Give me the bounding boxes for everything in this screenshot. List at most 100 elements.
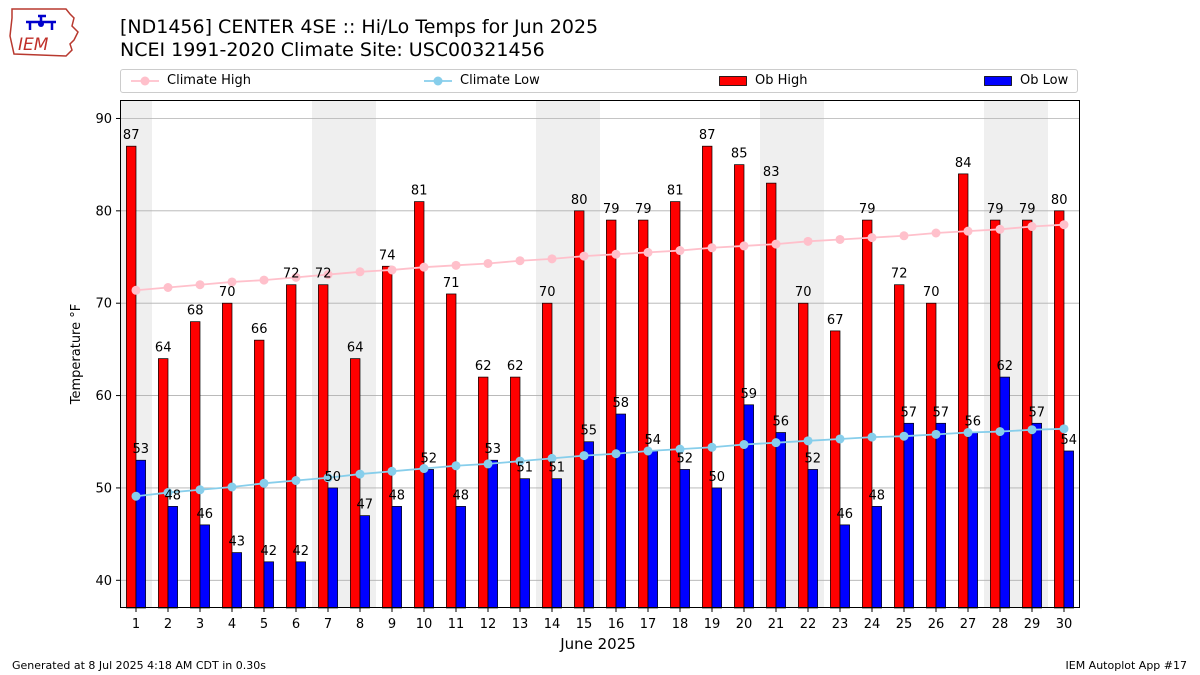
legend-label: Climate Low xyxy=(460,73,540,88)
ob-high-value-label: 80 xyxy=(1051,193,1068,208)
x-tick-label: 9 xyxy=(388,617,396,632)
climate-low-point-day-23 xyxy=(835,434,845,444)
x-tick-label: 7 xyxy=(324,617,332,632)
ob-low-bar-day-14 xyxy=(551,478,562,609)
ob-high-value-label: 72 xyxy=(315,267,332,282)
x-tick-label: 3 xyxy=(196,617,204,632)
ob-high-value-label: 87 xyxy=(699,128,716,143)
ob-low-bar-day-15 xyxy=(583,441,594,609)
climate-high-line xyxy=(135,223,1065,292)
x-axis-label: June 2025 xyxy=(559,635,636,653)
ob-low-bar-day-13 xyxy=(519,478,530,609)
climate-high-point-day-8 xyxy=(355,267,365,277)
legend-item-ob-high: Ob High xyxy=(719,73,808,88)
app-credit: IEM Autoplot App #17 xyxy=(1065,659,1188,672)
climate-low-point-day-3 xyxy=(195,485,205,495)
ob-high-value-label: 85 xyxy=(731,147,748,162)
ob-high-value-label: 62 xyxy=(475,359,492,374)
ob-low-bar-day-7 xyxy=(327,487,338,609)
ob-high-value-label: 71 xyxy=(443,276,460,291)
y-tick-label: 80 xyxy=(95,204,112,219)
iem-logo: IEM xyxy=(9,8,79,57)
ob-high-value-label: 67 xyxy=(827,313,844,328)
climate-high-point-day-22 xyxy=(803,236,813,246)
ob-high-value-label: 70 xyxy=(539,285,556,300)
climate-low-point-day-26 xyxy=(931,429,941,439)
climate-high-point-day-6 xyxy=(291,272,301,282)
ob-high-bar-day-27 xyxy=(958,173,969,609)
ob-low-value-label: 57 xyxy=(1029,405,1046,420)
x-tick-label: 30 xyxy=(1056,617,1073,632)
ob-high-bar-day-11 xyxy=(446,293,457,609)
climate-low-point-day-12 xyxy=(483,459,493,469)
ob-low-value-label: 42 xyxy=(261,544,278,559)
ob-low-value-label: 53 xyxy=(133,442,150,457)
data-labels: 87 53 64 48 68 46 70 43 66 42 72 42 72 50 64 47 74 48 81 52… xyxy=(123,128,1077,559)
ob-low-bar-day-23 xyxy=(839,524,850,609)
climate-high-point-day-29 xyxy=(1027,222,1037,232)
climate-low-point-day-17 xyxy=(643,446,653,456)
x-tick-label: 15 xyxy=(576,617,593,632)
ob-low-value-label: 48 xyxy=(869,488,886,503)
ob-high-bar-day-6 xyxy=(286,284,297,609)
ob-low-value-label: 42 xyxy=(293,544,310,559)
climate-high-point-day-20 xyxy=(739,241,749,251)
legend: Climate High Climate Low Ob High Ob Low xyxy=(120,69,1078,93)
ob-high-bar-day-9 xyxy=(382,265,393,609)
climate-low-point-day-1 xyxy=(131,491,141,501)
climate-low-point-day-15 xyxy=(579,451,589,461)
climate-low-point-day-27 xyxy=(963,428,973,438)
ob-high-bar-day-17 xyxy=(638,219,649,609)
ob-high-value-label: 79 xyxy=(603,202,620,217)
climate-high-point-day-27 xyxy=(963,226,973,236)
climate-lines xyxy=(131,220,1069,501)
ob-low-value-label: 57 xyxy=(933,405,950,420)
x-tick-label: 27 xyxy=(960,617,977,632)
ob-high-bar-day-15 xyxy=(574,210,585,609)
climate-low-point-day-9 xyxy=(387,466,397,476)
climate-low-point-day-14 xyxy=(547,453,557,463)
generated-timestamp: Generated at 8 Jul 2025 4:18 AM CDT in 0… xyxy=(12,659,266,672)
ob-low-bar-day-6 xyxy=(295,561,306,609)
ob-low-value-label: 56 xyxy=(773,415,790,430)
ob-low-bar-day-11 xyxy=(455,506,466,609)
climate-low-point-day-6 xyxy=(291,476,301,486)
climate-high-point-day-2 xyxy=(163,282,173,292)
climate-low-point-day-28 xyxy=(995,427,1005,437)
y-tick-label: 60 xyxy=(95,389,112,404)
x-tick-label: 17 xyxy=(640,617,657,632)
x-tick-label: 8 xyxy=(356,617,364,632)
ob-low-bar-day-24 xyxy=(871,506,882,609)
climate-high-point-day-9 xyxy=(387,265,397,275)
x-tick-label: 13 xyxy=(512,617,529,632)
x-tick-label: 29 xyxy=(1024,617,1041,632)
ob-low-value-label: 43 xyxy=(229,535,246,550)
ob-high-value-label: 64 xyxy=(155,341,172,356)
climate-low-point-day-22 xyxy=(803,436,813,446)
legend-item-ob-low: Ob Low xyxy=(984,73,1068,88)
ob-low-value-label: 50 xyxy=(709,470,726,485)
ob-high-bar-day-8 xyxy=(350,358,361,609)
plot-frame xyxy=(120,100,1080,608)
ob-low-bar-day-21 xyxy=(775,432,786,609)
legend-label: Ob High xyxy=(755,73,808,88)
climate-high-point-day-11 xyxy=(451,260,461,270)
ob-low-value-label: 51 xyxy=(549,461,566,476)
ob-high-bar-day-18 xyxy=(670,201,681,609)
climate-low-point-day-30 xyxy=(1059,424,1069,434)
x-tick-label: 26 xyxy=(928,617,945,632)
legend-label: Climate High xyxy=(167,73,252,88)
x-tick-label: 18 xyxy=(672,617,689,632)
ob-high-bar-day-10 xyxy=(414,201,425,609)
climate-low-point-day-10 xyxy=(419,464,429,474)
ob-high-bar-day-24 xyxy=(862,219,873,609)
climate-high-point-day-21 xyxy=(771,239,781,249)
ob-high-bar-day-30 xyxy=(1054,210,1065,609)
climate-high-point-day-18 xyxy=(675,246,685,256)
ob-high-bar-day-19 xyxy=(702,145,713,609)
ob-low-value-label: 54 xyxy=(645,433,662,448)
climate-high-point-day-28 xyxy=(995,224,1005,234)
ob-high-bar-day-3 xyxy=(190,321,201,609)
